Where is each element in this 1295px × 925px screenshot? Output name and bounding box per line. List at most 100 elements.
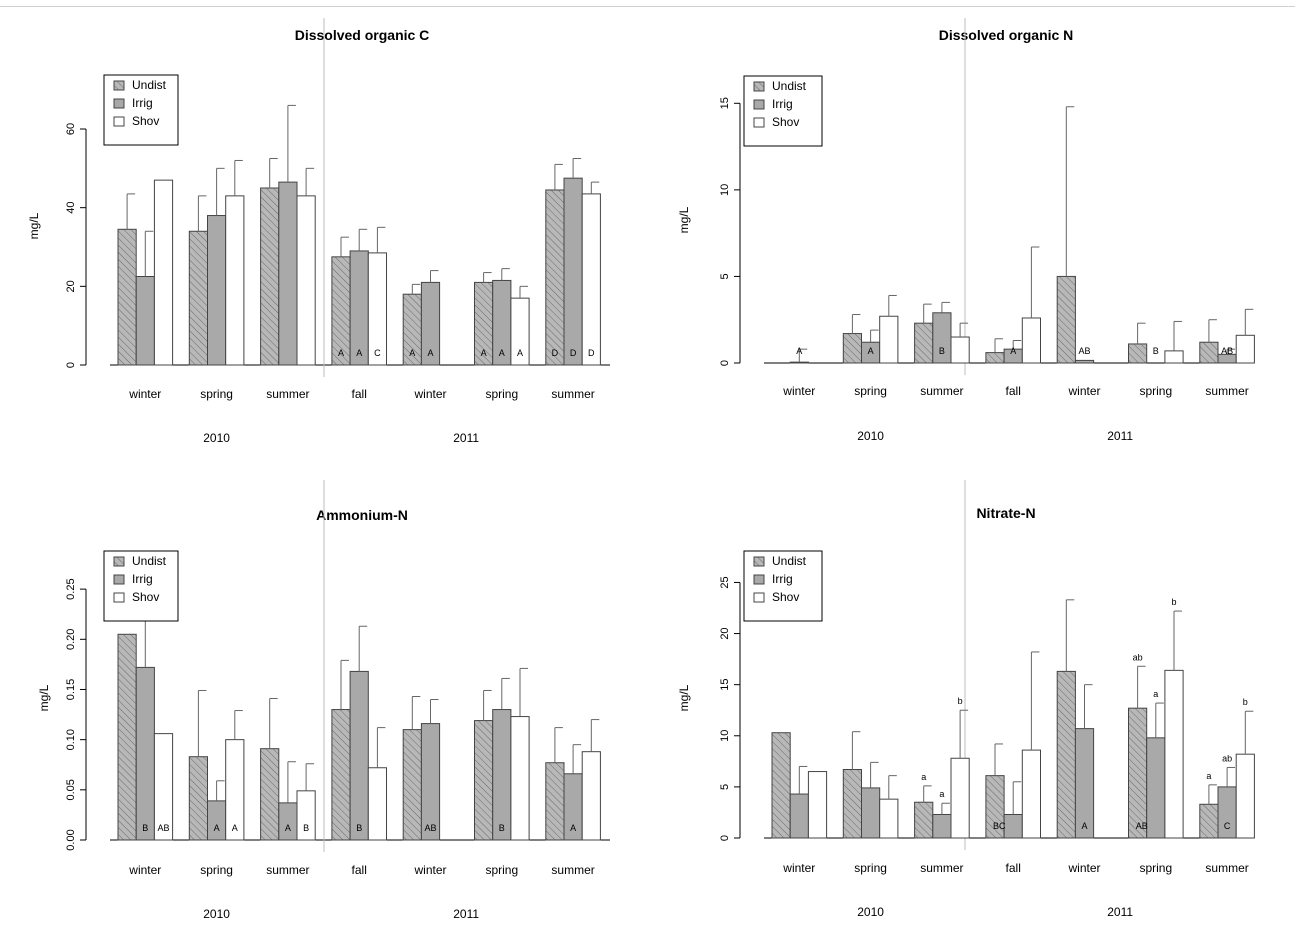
bar-shov — [296, 195, 316, 366]
legend-swatch-undist — [113, 80, 125, 91]
bar-shov — [879, 315, 899, 364]
year-label: 2010 — [857, 905, 884, 919]
bar-irrig — [861, 787, 881, 839]
bar-undist — [1128, 343, 1148, 364]
significance-letter: AB — [1136, 821, 1148, 831]
bar-irrig — [135, 666, 155, 841]
y-tick-label: 10 — [719, 184, 731, 196]
x-category-label: spring — [485, 863, 518, 877]
y-tick-label: 0.05 — [65, 779, 77, 800]
bar-irrig — [1003, 813, 1023, 839]
year-label: 2011 — [1107, 905, 1133, 919]
x-category-label: fall — [1006, 384, 1021, 398]
bar-shov — [1164, 669, 1184, 839]
y-tick-label: 0 — [719, 835, 731, 841]
bar-shov — [225, 195, 245, 366]
bar-shov — [950, 336, 970, 364]
bar-shov — [367, 767, 387, 841]
y-tick-label: 0.25 — [65, 578, 77, 599]
y-tick-label: 15 — [719, 679, 731, 691]
significance-letter: A — [409, 348, 415, 358]
x-category-label: spring — [1139, 384, 1172, 398]
legend-swatch-irrig — [753, 99, 765, 110]
bar-shov — [879, 798, 899, 839]
y-axis-label: mg/L — [27, 212, 41, 239]
significance-letter: AB — [157, 823, 169, 833]
legend-label: Irrig — [772, 572, 793, 586]
bar-undist — [1199, 341, 1219, 364]
x-category-label: summer — [551, 387, 594, 401]
significance-letter: B — [939, 346, 945, 356]
significance-letter: A — [338, 348, 344, 358]
bar-undist — [474, 720, 494, 841]
y-tick-label: 5 — [719, 273, 731, 279]
x-category-label: summer — [920, 384, 963, 398]
chart-title: Ammonium-N — [316, 507, 408, 523]
legend-swatch-undist — [753, 81, 765, 92]
significance-letter: AB — [424, 823, 436, 833]
x-category-label: spring — [854, 384, 887, 398]
significance-letter: b — [1171, 597, 1176, 607]
significance-letter: B — [356, 823, 362, 833]
legend-label: Undist — [772, 554, 807, 568]
bar-shov — [1235, 334, 1255, 364]
significance-letter: AB — [1221, 346, 1233, 356]
significance-letter: D — [570, 348, 577, 358]
bar-irrig — [278, 181, 298, 366]
bar-undist — [842, 333, 863, 364]
bar-irrig — [207, 215, 227, 366]
legend: Undist Irrig Shov — [743, 550, 823, 622]
bar-undist — [771, 732, 791, 839]
x-category-label: summer — [920, 861, 963, 875]
bar-irrig — [278, 802, 298, 841]
significance-letter: a — [1153, 689, 1158, 699]
x-category-label: winter — [782, 384, 815, 398]
significance-letter: a — [939, 789, 944, 799]
x-category-label: winter — [1067, 861, 1100, 875]
legend-swatch-undist — [113, 556, 125, 567]
significance-letter: B — [499, 823, 505, 833]
significance-letter: B — [1153, 346, 1159, 356]
bar-undist — [914, 801, 934, 839]
bar-irrig — [420, 723, 441, 841]
x-category-label: spring — [485, 387, 518, 401]
legend: Undist Irrig Shov — [743, 75, 823, 147]
x-category-label: summer — [551, 863, 594, 877]
significance-letter: A — [427, 348, 433, 358]
x-category-label: spring — [200, 863, 233, 877]
legend-label: Shov — [132, 590, 159, 604]
legend-swatch-shov — [113, 116, 125, 127]
legend-label: Undist — [132, 78, 167, 92]
significance-letter: b — [1243, 697, 1248, 707]
bar-undist — [842, 769, 863, 839]
year-label: 2010 — [203, 431, 230, 445]
legend-label: Undist — [772, 79, 807, 93]
legend-label: Undist — [132, 554, 167, 568]
bar-undist — [188, 230, 209, 366]
x-category-label: summer — [266, 387, 309, 401]
y-tick-label: 10 — [719, 730, 731, 742]
y-tick-label: 25 — [719, 576, 731, 588]
bar-irrig — [1074, 359, 1095, 364]
significance-letter: BC — [993, 821, 1006, 831]
chart-ammonium-n: Ammonium-N mg/L 0.00 0.05 0.10 0.15 0.20 0.25… — [37, 480, 610, 921]
bar-irrig — [349, 670, 369, 841]
bar-irrig — [492, 709, 512, 841]
x-category-label: spring — [1139, 861, 1172, 875]
significance-letter: C — [374, 348, 381, 358]
significance-letter: C — [1224, 821, 1231, 831]
significance-letter: A — [499, 348, 505, 358]
y-tick-label: 0.20 — [65, 629, 77, 650]
significance-letter: A — [868, 346, 874, 356]
y-tick-label: 0.15 — [65, 679, 77, 700]
y-axis-label: mg/L — [677, 206, 691, 233]
bar-undist — [545, 189, 565, 366]
legend-label: Shov — [132, 114, 159, 128]
bar-undist — [985, 352, 1005, 364]
bar-undist — [402, 729, 422, 841]
significance-letter: AB — [1078, 346, 1090, 356]
x-category-label: spring — [854, 861, 887, 875]
x-category-label: fall — [352, 387, 367, 401]
